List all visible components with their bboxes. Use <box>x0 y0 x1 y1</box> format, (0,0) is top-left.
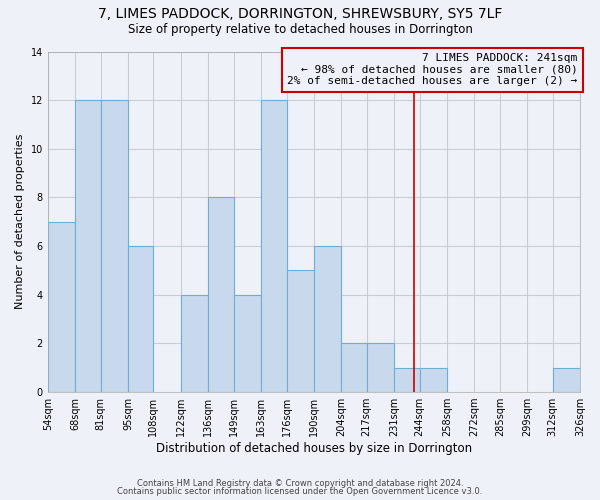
X-axis label: Distribution of detached houses by size in Dorrington: Distribution of detached houses by size … <box>156 442 472 455</box>
Bar <box>394 368 419 392</box>
Bar <box>261 100 287 392</box>
Bar <box>208 198 233 392</box>
Text: Contains public sector information licensed under the Open Government Licence v3: Contains public sector information licen… <box>118 487 482 496</box>
Text: Contains HM Land Registry data © Crown copyright and database right 2024.: Contains HM Land Registry data © Crown c… <box>137 478 463 488</box>
Bar <box>48 222 75 392</box>
Bar <box>181 295 208 392</box>
Text: 7 LIMES PADDOCK: 241sqm
← 98% of detached houses are smaller (80)
2% of semi-det: 7 LIMES PADDOCK: 241sqm ← 98% of detache… <box>287 53 577 86</box>
Text: Size of property relative to detached houses in Dorrington: Size of property relative to detached ho… <box>128 22 472 36</box>
Y-axis label: Number of detached properties: Number of detached properties <box>15 134 25 310</box>
Bar <box>419 368 447 392</box>
Bar <box>233 295 261 392</box>
Bar <box>101 100 128 392</box>
Bar <box>367 344 394 392</box>
Bar <box>287 270 314 392</box>
Bar <box>341 344 367 392</box>
Bar <box>128 246 154 392</box>
Bar <box>75 100 101 392</box>
Bar <box>553 368 580 392</box>
Bar <box>314 246 341 392</box>
Text: 7, LIMES PADDOCK, DORRINGTON, SHREWSBURY, SY5 7LF: 7, LIMES PADDOCK, DORRINGTON, SHREWSBURY… <box>98 8 502 22</box>
